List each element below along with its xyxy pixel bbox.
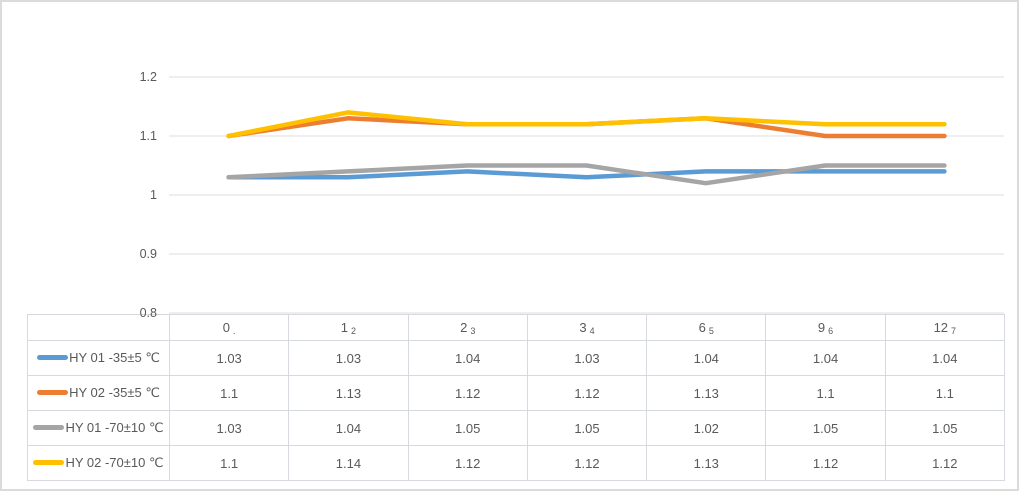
value-cell: 1.12 xyxy=(407,375,528,411)
x-category-overlay-label: . xyxy=(233,326,236,336)
value-cell: 1.12 xyxy=(407,445,528,481)
value-cell: 1.04 xyxy=(884,340,1005,376)
table-row: HY 02 -35±5 ℃ 1.1 1.13 1.12 1.12 1.13 1.1 1.1 xyxy=(27,375,1005,411)
x-category-label: 0 xyxy=(222,320,230,335)
legend-label: HY 02 -70±10 ℃ xyxy=(65,455,164,470)
table-body: 0. 1 2 2 3 3 4 6 5 9 6 12 7 HY 01 -35±5 ℃ 1.03 1.03 1.04… xyxy=(27,314,1005,481)
value-cell: 1.12 xyxy=(526,375,648,411)
x-category-label: 9 xyxy=(817,320,826,335)
x-category-label: 6 xyxy=(698,320,706,335)
series-line-4 xyxy=(226,110,947,139)
value-cell: 1.13 xyxy=(288,375,409,411)
legend-cell: HY 01 -70±10 ℃ xyxy=(27,410,170,446)
legend-cell: HY 01 -35±5 ℃ xyxy=(27,340,170,376)
x-category-overlay-label: 3 xyxy=(470,326,476,336)
series-line-2 xyxy=(226,116,947,139)
y-axis-tick-label: 1.1 xyxy=(139,129,157,143)
value-cell: 1.1 xyxy=(168,445,290,481)
y-axis-tick-label: 1 xyxy=(150,188,157,202)
legend-line-swatch xyxy=(33,460,65,466)
value-cell: 1.05 xyxy=(407,410,528,446)
y-axis-tick-label: 0.9 xyxy=(139,247,157,261)
table-row: HY 02 -70±10 ℃ 1.1 1.14 1.12 1.12 1.13 1.12 1.1… xyxy=(27,445,1005,481)
legend-label: HY 02 -35±5 ℃ xyxy=(69,385,160,400)
value-cell: 1.05 xyxy=(884,410,1005,446)
legend-label: HY 01 -35±5 ℃ xyxy=(69,350,160,365)
value-cell: 1.1 xyxy=(168,375,290,411)
y-axis-tick-label: 1.2 xyxy=(139,70,157,84)
x-category-label: 12 xyxy=(933,320,949,335)
value-cell: 1.05 xyxy=(526,410,648,446)
y-axis-tick-label: 0.8 xyxy=(139,306,157,320)
legend-line-swatch xyxy=(33,425,65,431)
x-category-cell: 12 7 xyxy=(884,314,1005,341)
x-category-overlay-label: 2 xyxy=(351,326,357,336)
x-category-label: 3 xyxy=(579,320,587,335)
value-cell: 1.12 xyxy=(526,445,648,481)
series-line-1 xyxy=(226,169,947,180)
x-category-overlay-label: 5 xyxy=(708,326,714,336)
x-category-overlay-label: 6 xyxy=(828,326,834,336)
value-cell: 1.13 xyxy=(646,445,767,481)
value-cell: 1.04 xyxy=(646,340,767,376)
legend-cell: HY 02 -70±10 ℃ xyxy=(27,445,170,481)
legend-line-swatch xyxy=(37,390,69,396)
value-cell: 1.02 xyxy=(646,410,767,446)
x-category-overlay-label: 7 xyxy=(951,326,957,336)
x-category-label: 1 xyxy=(340,320,349,335)
value-cell: 1.03 xyxy=(288,340,409,376)
x-category-cell: 0. xyxy=(168,314,290,341)
chart-data-table: 0. 1 2 2 3 3 4 6 5 9 6 12 7 HY 01 -35±5 ℃ 1.03 1.03 1.04… xyxy=(27,314,1005,481)
value-cell: 1.13 xyxy=(646,375,767,411)
value-cell: 1.12 xyxy=(765,445,886,481)
value-cell: 1.03 xyxy=(526,340,648,376)
value-cell: 1.14 xyxy=(288,445,409,481)
value-cell: 1.04 xyxy=(765,340,886,376)
value-cell: 1.05 xyxy=(765,410,886,446)
legend-cell: HY 02 -35±5 ℃ xyxy=(27,375,170,411)
table-header-row: 0. 1 2 2 3 3 4 6 5 9 6 12 7 xyxy=(27,314,1005,341)
table-row: HY 01 -35±5 ℃ 1.03 1.03 1.04 1.03 1.04 1.04 1.0… xyxy=(27,340,1005,376)
legend-line-swatch xyxy=(37,355,69,361)
table-row: HY 01 -70±10 ℃ 1.03 1.04 1.05 1.05 1.02 1.05 1.… xyxy=(27,410,1005,446)
value-cell: 1.04 xyxy=(407,340,528,376)
value-cell: 1.1 xyxy=(765,375,886,411)
value-cell: 1.03 xyxy=(168,340,290,376)
x-category-label: 2 xyxy=(460,320,468,335)
x-category-overlay-label: 4 xyxy=(589,326,595,336)
value-cell: 1.03 xyxy=(168,410,290,446)
value-cell: 1.04 xyxy=(288,410,409,446)
value-cell: 1.12 xyxy=(884,445,1005,481)
series-line-3 xyxy=(226,163,947,186)
legend-label: HY 01 -70±10 ℃ xyxy=(65,420,164,435)
value-cell: 1.1 xyxy=(884,375,1005,411)
